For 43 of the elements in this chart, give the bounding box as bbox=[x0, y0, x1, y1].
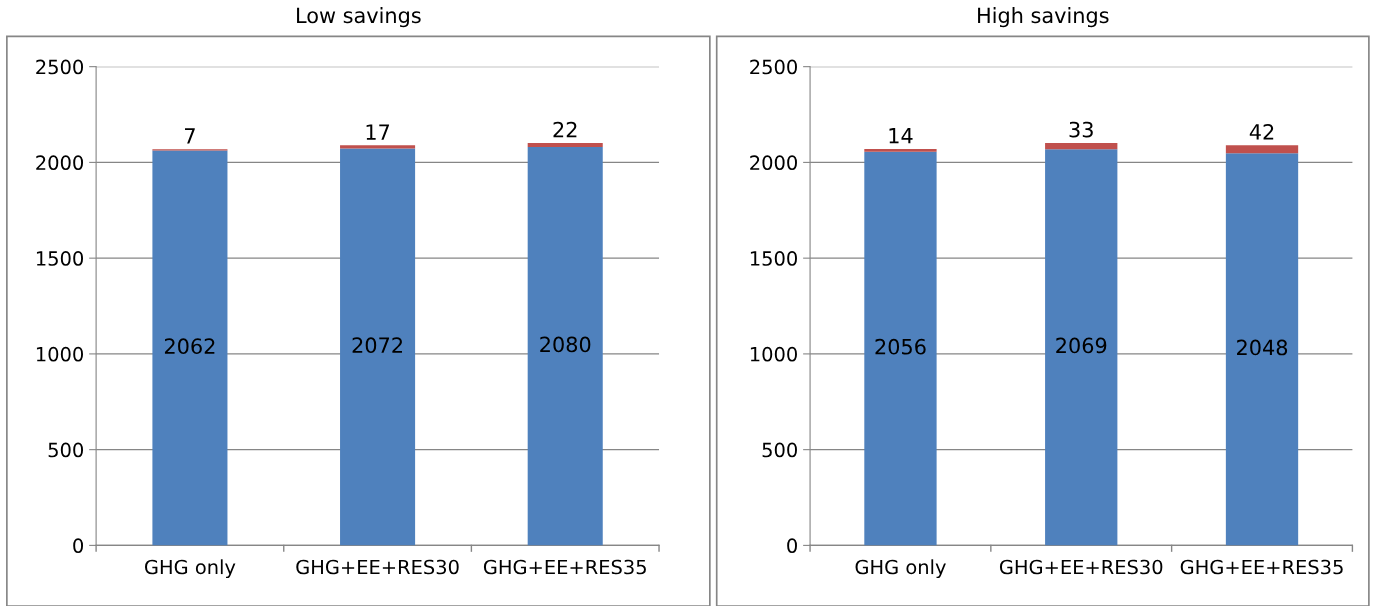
x-tick-label: GHG only bbox=[855, 559, 946, 579]
data-label: 2062 bbox=[164, 338, 215, 355]
bar bbox=[1225, 153, 1299, 546]
chart-title: Low savings bbox=[297, 7, 421, 28]
data-label: 2048 bbox=[1237, 339, 1288, 356]
data-label: 17 bbox=[366, 124, 390, 140]
data-label: 2072 bbox=[352, 337, 402, 354]
data-label: 33 bbox=[1069, 121, 1093, 138]
y-tick-label: 500 bbox=[762, 442, 797, 458]
bar bbox=[527, 142, 603, 148]
y-tick-label: 500 bbox=[48, 442, 84, 458]
bar bbox=[340, 145, 416, 149]
data-label: 42 bbox=[1249, 123, 1274, 140]
bar bbox=[1045, 142, 1118, 150]
y-tick-label: 1000 bbox=[750, 346, 797, 362]
y-tick-label: 0 bbox=[73, 538, 84, 554]
y-tick-label: 2000 bbox=[750, 155, 797, 171]
y-tick-label: 2500 bbox=[750, 59, 797, 75]
bar bbox=[1225, 145, 1299, 154]
y-tick-label: 2000 bbox=[36, 155, 84, 171]
x-tick-label: GHG+EE+RES30 bbox=[999, 559, 1163, 575]
y-tick-label: 1500 bbox=[36, 251, 84, 266]
y-tick-label: 2500 bbox=[36, 59, 84, 75]
x-tick-label: GHG only bbox=[144, 559, 236, 579]
data-label: 22 bbox=[553, 121, 577, 138]
bar bbox=[1045, 149, 1118, 546]
chart-title: High savings bbox=[978, 7, 1109, 28]
x-tick-label: GHG+EE+RES35 bbox=[1180, 559, 1343, 575]
bar bbox=[864, 149, 937, 152]
x-tick-label: GHG+EE+RES30 bbox=[296, 559, 459, 575]
bar bbox=[527, 147, 603, 546]
y-tick-label: 1500 bbox=[750, 251, 797, 266]
data-label: 2080 bbox=[540, 336, 591, 353]
bar bbox=[152, 150, 228, 546]
data-label: 2056 bbox=[875, 338, 926, 355]
y-tick-label: 1000 bbox=[36, 346, 84, 362]
data-label: 14 bbox=[889, 128, 913, 144]
y-tick-label: 0 bbox=[787, 538, 797, 554]
x-tick-label: GHG+EE+RES35 bbox=[483, 559, 646, 575]
data-label: 2069 bbox=[1056, 337, 1107, 354]
bar bbox=[864, 151, 937, 546]
data-label: 7 bbox=[185, 128, 195, 144]
bar bbox=[340, 148, 416, 546]
